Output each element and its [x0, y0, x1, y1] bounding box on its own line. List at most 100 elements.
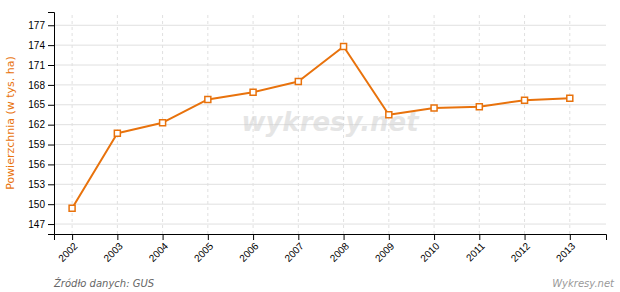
- marker: [386, 112, 392, 118]
- y-tick: 165: [28, 99, 54, 110]
- y-tick-label: 168: [28, 80, 45, 91]
- grid-line-y: [54, 104, 606, 105]
- x-axis: 2002 2003 2004 2005 2006 2007 2008 2009 2010 2011…: [55, 234, 607, 264]
- x-tick: 2003: [101, 234, 125, 264]
- marker: [250, 89, 256, 95]
- x-tick: 2011: [464, 234, 487, 263]
- y-tick: 177: [28, 20, 54, 31]
- y-tick: 171: [28, 60, 54, 71]
- marker: [295, 79, 301, 85]
- footer-right: Wykresy.net: [552, 278, 615, 289]
- y-tick-mark: [48, 45, 54, 46]
- y-tick-mark: [48, 204, 54, 205]
- x-tick: 2008: [328, 234, 352, 264]
- x-tick: 2009: [373, 234, 397, 264]
- grid-line-y: [54, 184, 606, 185]
- x-tick-label: 2003: [101, 240, 125, 264]
- x-tick-label: 2007: [282, 240, 306, 264]
- y-tick: 168: [28, 80, 54, 91]
- chart: 2002 2003 2004 2005 2006 2007 2008 2009 2010 2011…: [0, 0, 620, 292]
- y-tick: 159: [28, 139, 54, 150]
- marker: [567, 95, 573, 101]
- watermark: wykresy.net: [241, 107, 420, 137]
- x-tick: 2007: [282, 234, 306, 264]
- footer-left: Źródło danych: GUS: [53, 277, 155, 289]
- y-tick-label: 171: [28, 60, 45, 71]
- grid-line-x: [569, 12, 570, 234]
- x-tick-label: 2010: [418, 240, 442, 264]
- x-tick-label: 2008: [328, 240, 352, 264]
- x-tick-mark: [570, 234, 571, 240]
- plot-area: [69, 43, 573, 211]
- y-tick-label: 156: [28, 159, 45, 170]
- y-tick: 147: [28, 219, 54, 230]
- x-tick-mark: [344, 234, 345, 240]
- grid-line-x: [479, 12, 480, 234]
- grid-line-y: [54, 204, 606, 205]
- y-tick: 150: [28, 199, 54, 210]
- x-tick-mark: [479, 234, 480, 240]
- y-tick-label: 153: [28, 179, 45, 190]
- marker: [69, 205, 75, 211]
- y-tick: 174: [28, 40, 54, 51]
- x-tick-mark: [208, 234, 209, 240]
- y-tick: 162: [28, 119, 54, 130]
- x-tick-label: 2012: [509, 240, 533, 264]
- grid-line-x: [72, 12, 73, 234]
- x-tick-label: 2011: [464, 240, 487, 263]
- y-tick-label: 162: [28, 119, 45, 130]
- y-tick: 156: [28, 159, 54, 170]
- x-tick-label: 2013: [554, 240, 578, 264]
- y-tick-label: 159: [28, 139, 45, 150]
- x-tick-mark: [389, 234, 390, 240]
- y-tick-mark: [48, 224, 54, 225]
- x-tick-label: 2002: [56, 240, 80, 264]
- line: [72, 46, 570, 208]
- y-tick-mark: [48, 65, 54, 66]
- x-axis-line: [55, 235, 607, 241]
- x-tick: 2006: [237, 234, 261, 264]
- x-tick-mark: [434, 234, 435, 240]
- grid-line-y: [54, 84, 606, 85]
- x-tick-label: 2004: [147, 240, 171, 264]
- marker: [476, 104, 482, 110]
- y-tick-mark: [48, 105, 54, 106]
- x-tick-mark: [72, 234, 73, 240]
- x-tick: 2010: [418, 234, 442, 264]
- y-tick-mark: [48, 184, 54, 185]
- grid-line-y: [54, 45, 606, 46]
- x-tick: 2005: [192, 234, 216, 264]
- x-tick-label: 2006: [237, 240, 261, 264]
- x-tick: 2013: [554, 234, 578, 264]
- grid-line-y: [54, 65, 606, 66]
- y-axis: 147 150 153 156 159 162 165 168 171 174 177: [28, 13, 54, 235]
- grid-line-y: [54, 25, 606, 26]
- x-tick-mark: [298, 234, 299, 240]
- x-tick-mark: [253, 234, 254, 240]
- x-tick-mark: [163, 234, 164, 240]
- grid-line-y: [54, 224, 606, 225]
- grid-line-x: [117, 12, 118, 234]
- marker: [341, 43, 347, 49]
- y-tick-label: 150: [28, 199, 45, 210]
- y-tick-label: 165: [28, 99, 45, 110]
- y-axis-line: [48, 13, 55, 235]
- y-axis-title: Powierzchnia (w tys. ha): [4, 56, 17, 190]
- x-tick-label: 2009: [373, 240, 397, 264]
- y-tick-label: 147: [28, 219, 45, 230]
- x-tick: 2012: [509, 234, 533, 264]
- grid-line-x: [524, 12, 525, 234]
- x-tick: 2004: [147, 234, 171, 264]
- y-tick: 153: [28, 179, 54, 190]
- marker: [522, 97, 528, 103]
- marker: [160, 120, 166, 126]
- grid: [54, 12, 606, 234]
- y-tick-mark: [48, 145, 54, 146]
- grid-line-y: [54, 164, 606, 165]
- marker: [431, 105, 437, 111]
- grid-line-x: [434, 12, 435, 234]
- y-tick-label: 177: [28, 20, 45, 31]
- x-tick-mark: [525, 234, 526, 240]
- x-tick-mark: [117, 234, 118, 240]
- marker: [205, 96, 211, 102]
